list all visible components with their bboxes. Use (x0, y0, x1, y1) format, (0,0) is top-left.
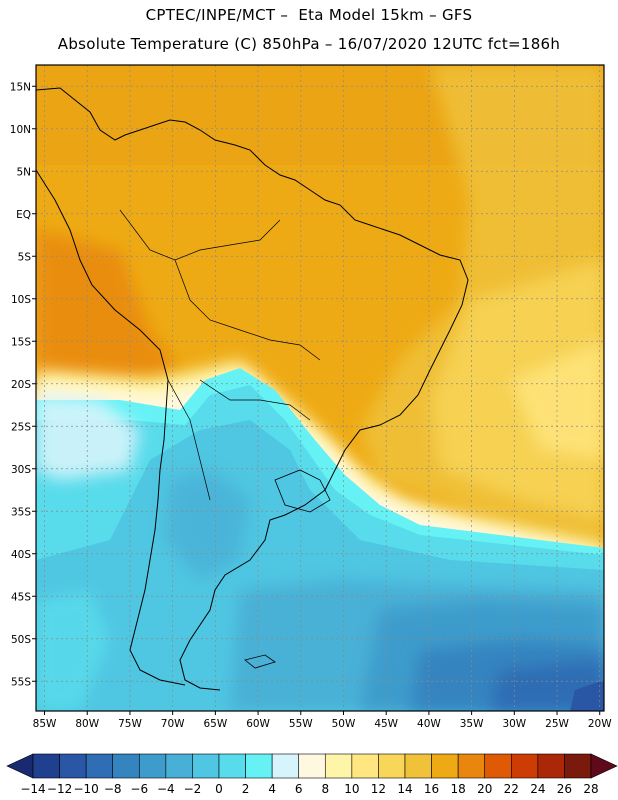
lat-label: EQ (16, 209, 31, 221)
colorbar-label: 28 (583, 782, 598, 796)
colorbar-swatch (112, 753, 140, 779)
latitude-axis: 15N 10N 5N EQ 5S 10S 15S 20S 25S 30S 35S 40S 45S 50S 5… (10, 81, 36, 688)
lon-label: 65W (203, 718, 227, 730)
lon-label: 70W (161, 718, 185, 730)
colorbar-high-arrow (590, 753, 618, 779)
colorbar-swatch (431, 753, 459, 779)
colorbar-swatch (564, 753, 592, 779)
lat-label: 45S (11, 591, 31, 603)
colorbar-label: 12 (371, 782, 386, 796)
lon-label: 80W (75, 718, 99, 730)
colorbar-low-arrow (6, 753, 34, 779)
colorbar-label: 26 (557, 782, 572, 796)
colorbar-label: −10 (73, 782, 98, 796)
lat-label: 40S (11, 549, 31, 561)
lat-label: 20S (11, 379, 31, 391)
colorbar-label: −14 (20, 782, 45, 796)
colorbar-label: 2 (242, 782, 250, 796)
colorbar-label: 8 (321, 782, 329, 796)
lon-label: 25W (545, 718, 569, 730)
colorbar-swatch (351, 753, 379, 779)
lon-label: 30W (502, 718, 526, 730)
lon-label: 60W (246, 718, 270, 730)
colorbar-swatch (245, 753, 273, 779)
colorbar-swatch (378, 753, 406, 779)
colorbar-swatch (138, 753, 167, 779)
longitude-axis: 85W 80W 75W 70W 65W 60W 55W 50W 45W 40W 35W 30W 25W 2… (33, 711, 612, 730)
colorbar-swatch (85, 753, 114, 779)
colorbar-label: 24 (530, 782, 545, 796)
lat-label: 10S (11, 294, 31, 306)
lat-label: 5N (16, 166, 31, 178)
temperature-field (36, 65, 604, 711)
colorbar-swatch (324, 753, 353, 779)
colorbar-label: 14 (397, 782, 412, 796)
colorbar-swatch (510, 753, 539, 779)
colorbar-swatch (192, 753, 220, 779)
map-frame (35, 64, 605, 712)
colorbar-label: −6 (130, 782, 148, 796)
lat-label: 10N (10, 124, 31, 136)
colorbar-label: −4 (157, 782, 175, 796)
colorbar-swatch (298, 753, 326, 779)
chart-title-line1: CPTEC/INPE/MCT – Eta Model 15km – GFS (145, 6, 473, 24)
colorbar-swatch (457, 753, 486, 779)
colorbar: −14 −12 −10 −8 −6 −4 −2 0 2 4 6 8 10 12 14 16 18 20 22 24 26… (6, 753, 618, 796)
colorbar-swatch (32, 753, 60, 779)
lon-label: 20W (588, 718, 612, 730)
colorbar-label: 16 (424, 782, 439, 796)
colorbar-label: −12 (47, 782, 72, 796)
colorbar-label: 6 (295, 782, 303, 796)
lat-label: 25S (11, 421, 31, 433)
colorbar-label: 22 (504, 782, 519, 796)
colorbar-label: 18 (451, 782, 466, 796)
colorbar-swatch (484, 753, 512, 779)
lat-label: 5S (18, 251, 32, 263)
lon-label: 55W (289, 718, 313, 730)
colorbar-swatch (59, 753, 87, 779)
lat-label: 50S (11, 634, 31, 646)
colorbar-swatch (537, 753, 565, 779)
colorbar-label: 10 (344, 782, 359, 796)
lat-label: 15S (11, 336, 31, 348)
lon-label: 75W (118, 718, 142, 730)
colorbar-label: 20 (477, 782, 492, 796)
colorbar-swatch (404, 753, 432, 779)
lon-label: 85W (33, 718, 57, 730)
lon-label: 50W (332, 718, 356, 730)
colorbar-swatch (218, 753, 246, 779)
lon-label: 40W (417, 718, 441, 730)
lat-label: 35S (11, 506, 31, 518)
colorbar-swatch (165, 753, 193, 779)
colorbar-label: −8 (104, 782, 122, 796)
colorbar-label: −2 (184, 782, 202, 796)
colorbar-swatch (271, 753, 300, 779)
lon-label: 35W (460, 718, 484, 730)
lat-label: 55S (11, 676, 31, 688)
chart-title-line2: Absolute Temperature (C) 850hPa – 16/07/… (57, 35, 561, 53)
colorbar-label: 0 (215, 782, 223, 796)
coastlines (36, 87, 469, 691)
lon-label: 45W (374, 718, 398, 730)
colorbar-label: 4 (268, 782, 276, 796)
lat-label: 15N (10, 81, 31, 93)
lat-label: 30S (11, 464, 31, 476)
